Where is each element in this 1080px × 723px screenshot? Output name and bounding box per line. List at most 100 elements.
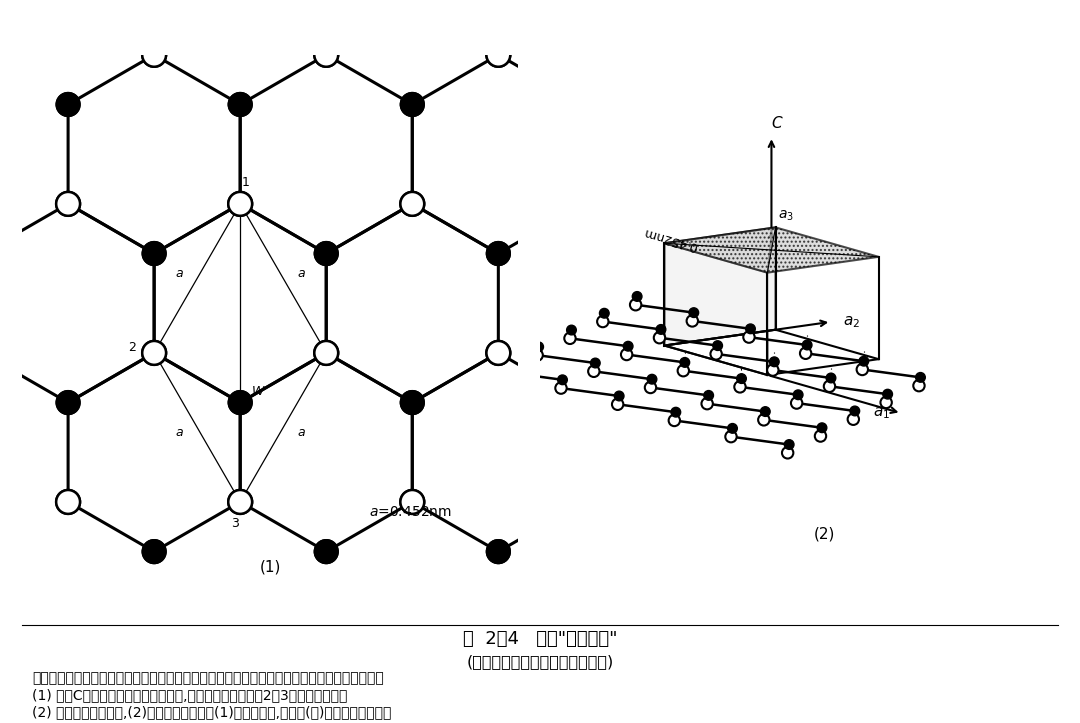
Text: 3: 3: [231, 517, 239, 530]
Text: $a_3$: $a_3$: [778, 208, 794, 223]
Circle shape: [767, 364, 779, 376]
Circle shape: [555, 382, 567, 394]
Circle shape: [143, 241, 166, 265]
Circle shape: [794, 390, 802, 400]
Circle shape: [228, 390, 252, 414]
Text: 图  2－4   冰的"基本平面": 图 2－4 冰的"基本平面": [462, 630, 618, 649]
Circle shape: [486, 43, 510, 67]
Circle shape: [557, 375, 567, 385]
Polygon shape: [664, 228, 775, 346]
Circle shape: [669, 415, 680, 426]
Text: (1): (1): [259, 559, 281, 574]
Circle shape: [623, 341, 633, 351]
Text: $C$: $C$: [771, 115, 783, 131]
Circle shape: [826, 373, 836, 382]
Circle shape: [850, 406, 860, 416]
Circle shape: [531, 349, 543, 361]
Circle shape: [143, 43, 166, 67]
Text: $a_2$: $a_2$: [842, 314, 860, 330]
Circle shape: [647, 375, 657, 384]
Circle shape: [401, 93, 424, 116]
Text: (2) 基本平面的三维图,(2)中前面的边相当于(1)中的底部边,按照外(点)对称给结晶轴定位: (2) 基本平面的三维图,(2)中前面的边相当于(1)中的底部边,按照外(点)对…: [32, 705, 392, 719]
Circle shape: [401, 192, 424, 215]
Circle shape: [856, 364, 868, 375]
Circle shape: [615, 391, 624, 401]
Circle shape: [632, 291, 642, 301]
Circle shape: [621, 348, 632, 360]
Circle shape: [56, 93, 80, 116]
Text: $a$: $a$: [297, 267, 306, 280]
Circle shape: [572, 192, 596, 215]
Circle shape: [486, 241, 510, 265]
Circle shape: [56, 490, 80, 514]
Circle shape: [314, 241, 338, 265]
Circle shape: [143, 241, 166, 265]
Circle shape: [572, 490, 596, 514]
Circle shape: [800, 348, 811, 359]
Text: $a$: $a$: [297, 426, 306, 439]
Circle shape: [630, 299, 642, 310]
Circle shape: [564, 333, 576, 344]
Circle shape: [704, 390, 714, 401]
Circle shape: [818, 423, 827, 432]
Text: 0.452nm: 0.452nm: [642, 224, 699, 252]
Circle shape: [743, 331, 755, 343]
Circle shape: [228, 192, 252, 215]
Circle shape: [599, 309, 609, 318]
Circle shape: [711, 348, 721, 359]
Circle shape: [734, 381, 745, 393]
Circle shape: [143, 43, 166, 67]
Circle shape: [758, 414, 770, 426]
Circle shape: [612, 398, 623, 410]
Circle shape: [228, 490, 252, 514]
Circle shape: [653, 332, 665, 343]
Circle shape: [572, 93, 596, 116]
Polygon shape: [664, 243, 768, 375]
Circle shape: [597, 316, 608, 328]
Circle shape: [401, 93, 424, 116]
Circle shape: [314, 43, 338, 67]
Circle shape: [760, 407, 770, 416]
Polygon shape: [664, 228, 878, 273]
Circle shape: [859, 356, 868, 366]
Circle shape: [677, 365, 689, 377]
Circle shape: [314, 43, 338, 67]
Circle shape: [745, 324, 755, 333]
Circle shape: [314, 241, 338, 265]
Circle shape: [572, 390, 596, 414]
Circle shape: [572, 390, 596, 414]
Circle shape: [671, 407, 680, 417]
Circle shape: [401, 390, 424, 414]
Text: W: W: [252, 385, 265, 398]
Circle shape: [916, 372, 926, 382]
Text: $a$: $a$: [175, 426, 184, 439]
Text: 1: 1: [241, 176, 249, 189]
Circle shape: [56, 192, 80, 215]
Circle shape: [401, 192, 424, 215]
Circle shape: [882, 389, 892, 399]
Text: $a$: $a$: [175, 267, 184, 280]
Circle shape: [56, 192, 80, 215]
Circle shape: [814, 430, 826, 442]
Circle shape: [314, 539, 338, 563]
Text: $a$=0.452nm: $a$=0.452nm: [369, 505, 453, 519]
Circle shape: [572, 490, 596, 514]
Circle shape: [314, 539, 338, 563]
Circle shape: [486, 539, 510, 563]
Circle shape: [486, 539, 510, 563]
Circle shape: [689, 308, 699, 317]
Circle shape: [589, 366, 599, 377]
Circle shape: [657, 325, 665, 334]
Circle shape: [737, 374, 746, 383]
Text: 2: 2: [129, 341, 136, 354]
Circle shape: [228, 93, 252, 116]
Circle shape: [591, 358, 600, 368]
Circle shape: [56, 93, 80, 116]
Circle shape: [726, 431, 737, 442]
Text: $a_1$: $a_1$: [873, 406, 890, 421]
Circle shape: [802, 341, 812, 350]
Circle shape: [713, 341, 723, 351]
Circle shape: [848, 414, 859, 425]
Circle shape: [782, 447, 794, 458]
Circle shape: [486, 241, 510, 265]
